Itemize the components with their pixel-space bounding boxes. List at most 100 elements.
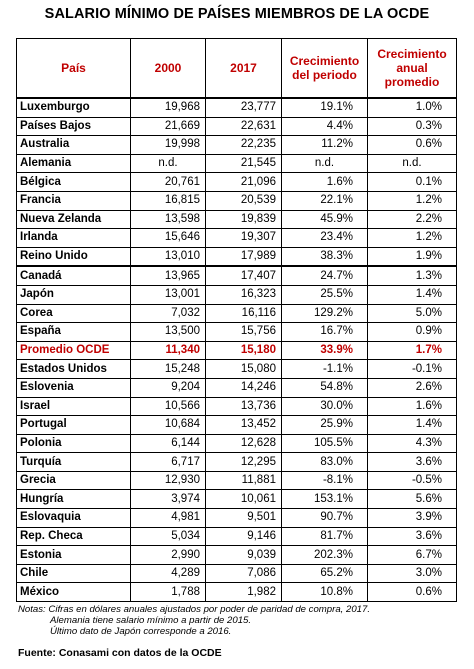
cell-period-growth: 24.7% <box>281 265 368 286</box>
header-annual-growth: Crecimiento anual promedio <box>367 38 457 99</box>
cell-country: Alemania <box>16 153 131 174</box>
table-row: México 1,788 1,982 10.8% 0.6% <box>16 582 457 603</box>
cell-annual-growth: 0.1% <box>367 172 457 192</box>
cell-period-growth: 4.4% <box>281 116 368 137</box>
cell-annual-growth: -0.1% <box>367 359 457 379</box>
cell-period-growth: 1.6% <box>281 172 368 192</box>
cell-annual-growth: 1.7% <box>367 340 457 361</box>
table-row: Grecia 12,930 11,881 -8.1% -0.5% <box>16 470 457 491</box>
header-row: País 2000 2017 Crecimiento del periodo C… <box>16 38 457 99</box>
cell-2000: 19,998 <box>130 135 206 155</box>
cell-annual-growth: 0.6% <box>367 135 457 155</box>
cell-annual-growth: 1.6% <box>367 396 457 417</box>
cell-country: Portugal <box>16 415 131 435</box>
cell-2000: n.d. <box>130 153 206 174</box>
cell-2017: 16,116 <box>205 303 282 324</box>
cell-2000: 15,646 <box>130 228 206 248</box>
cell-2000: 13,965 <box>130 265 206 286</box>
cell-country: Corea <box>16 303 131 324</box>
cell-country: México <box>16 582 131 603</box>
cell-annual-growth: 0.6% <box>367 582 457 603</box>
cell-annual-growth: 3.9% <box>367 508 457 528</box>
table-row: Francia 16,815 20,539 22.1% 1.2% <box>16 190 457 211</box>
table-row: Chile 4,289 7,086 65.2% 3.0% <box>16 563 457 584</box>
cell-2000: 4,981 <box>130 508 206 528</box>
cell-period-growth: 22.1% <box>281 190 368 211</box>
table-row: Promedio OCDE 11,340 15,180 33.9% 1.7% <box>16 340 457 361</box>
cell-country: Chile <box>16 563 131 584</box>
cell-country: Polonia <box>16 433 131 454</box>
cell-annual-growth: 1.0% <box>367 97 457 118</box>
cell-2017: 13,452 <box>205 415 282 435</box>
table-row: Estonia 2,990 9,039 202.3% 6.7% <box>16 545 457 565</box>
table-row: Portugal 10,684 13,452 25.9% 1.4% <box>16 415 457 435</box>
table-row: Bélgica 20,761 21,096 1.6% 0.1% <box>16 172 457 192</box>
cell-2017: 7,086 <box>205 563 282 584</box>
table-row: Rep. Checa 5,034 9,146 81.7% 3.6% <box>16 526 457 547</box>
cell-period-growth: 23.4% <box>281 228 368 248</box>
cell-annual-growth: 1.4% <box>367 284 457 305</box>
table-row: Irlanda 15,646 19,307 23.4% 1.2% <box>16 228 457 248</box>
table-row: Japón 13,001 16,323 25.5% 1.4% <box>16 284 457 305</box>
cell-2017: 17,989 <box>205 246 282 267</box>
cell-2000: 3,974 <box>130 489 206 510</box>
notes: Notas: Cifras en dólares anuales ajustad… <box>18 604 370 637</box>
cell-2000: 16,815 <box>130 190 206 211</box>
cell-period-growth: -1.1% <box>281 359 368 379</box>
cell-country: Rep. Checa <box>16 526 131 547</box>
cell-country: Países Bajos <box>16 116 131 137</box>
table-row: Turquía 6,717 12,295 83.0% 3.6% <box>16 452 457 472</box>
cell-2017: 15,756 <box>205 322 282 342</box>
cell-period-growth: 33.9% <box>281 340 368 361</box>
cell-country: Canadá <box>16 265 131 286</box>
cell-2000: 5,034 <box>130 526 206 547</box>
cell-2017: 9,146 <box>205 526 282 547</box>
note-line: Alemania tiene salario mínimo a partir d… <box>50 615 252 626</box>
cell-2017: 9,501 <box>205 508 282 528</box>
table-row: Eslovenia 9,204 14,246 54.8% 2.6% <box>16 377 457 398</box>
cell-2017: 1,982 <box>205 582 282 603</box>
cell-period-growth: n.d. <box>281 153 368 174</box>
cell-period-growth: 81.7% <box>281 526 368 547</box>
cell-period-growth: 25.9% <box>281 415 368 435</box>
cell-period-growth: 30.0% <box>281 396 368 417</box>
table-row: Nueva Zelanda 13,598 19,839 45.9% 2.2% <box>16 209 457 230</box>
cell-2017: 21,096 <box>205 172 282 192</box>
cell-2017: 17,407 <box>205 265 282 286</box>
cell-period-growth: 105.5% <box>281 433 368 454</box>
header-period-growth: Crecimiento del periodo <box>281 38 368 99</box>
table-row: Israel 10,566 13,736 30.0% 1.6% <box>16 396 457 417</box>
cell-annual-growth: 0.9% <box>367 322 457 342</box>
cell-period-growth: 129.2% <box>281 303 368 324</box>
cell-2000: 6,717 <box>130 452 206 472</box>
cell-country: Estados Unidos <box>16 359 131 379</box>
cell-2000: 20,761 <box>130 172 206 192</box>
table-row: Corea 7,032 16,116 129.2% 5.0% <box>16 303 457 324</box>
cell-annual-growth: 1.4% <box>367 415 457 435</box>
cell-annual-growth: 3.6% <box>367 526 457 547</box>
cell-2017: 13,736 <box>205 396 282 417</box>
cell-period-growth: 90.7% <box>281 508 368 528</box>
table-row: Australia 19,998 22,235 11.2% 0.6% <box>16 135 457 155</box>
cell-2000: 11,340 <box>130 340 206 361</box>
cell-2000: 9,204 <box>130 377 206 398</box>
cell-annual-growth: 2.2% <box>367 209 457 230</box>
cell-2000: 21,669 <box>130 116 206 137</box>
cell-country: Irlanda <box>16 228 131 248</box>
cell-annual-growth: 3.6% <box>367 452 457 472</box>
cell-2017: 10,061 <box>205 489 282 510</box>
cell-2000: 7,032 <box>130 303 206 324</box>
cell-country: Estonia <box>16 545 131 565</box>
cell-2000: 19,968 <box>130 97 206 118</box>
cell-annual-growth: 5.0% <box>367 303 457 324</box>
table-row: Eslovaquia 4,981 9,501 90.7% 3.9% <box>16 508 457 528</box>
cell-country: Eslovenia <box>16 377 131 398</box>
cell-country: Nueva Zelanda <box>16 209 131 230</box>
cell-2017: 19,839 <box>205 209 282 230</box>
cell-2000: 2,990 <box>130 545 206 565</box>
cell-2000: 10,566 <box>130 396 206 417</box>
note-line: Notas: Cifras en dólares anuales ajustad… <box>18 604 370 615</box>
cell-country: Japón <box>16 284 131 305</box>
cell-2017: 14,246 <box>205 377 282 398</box>
